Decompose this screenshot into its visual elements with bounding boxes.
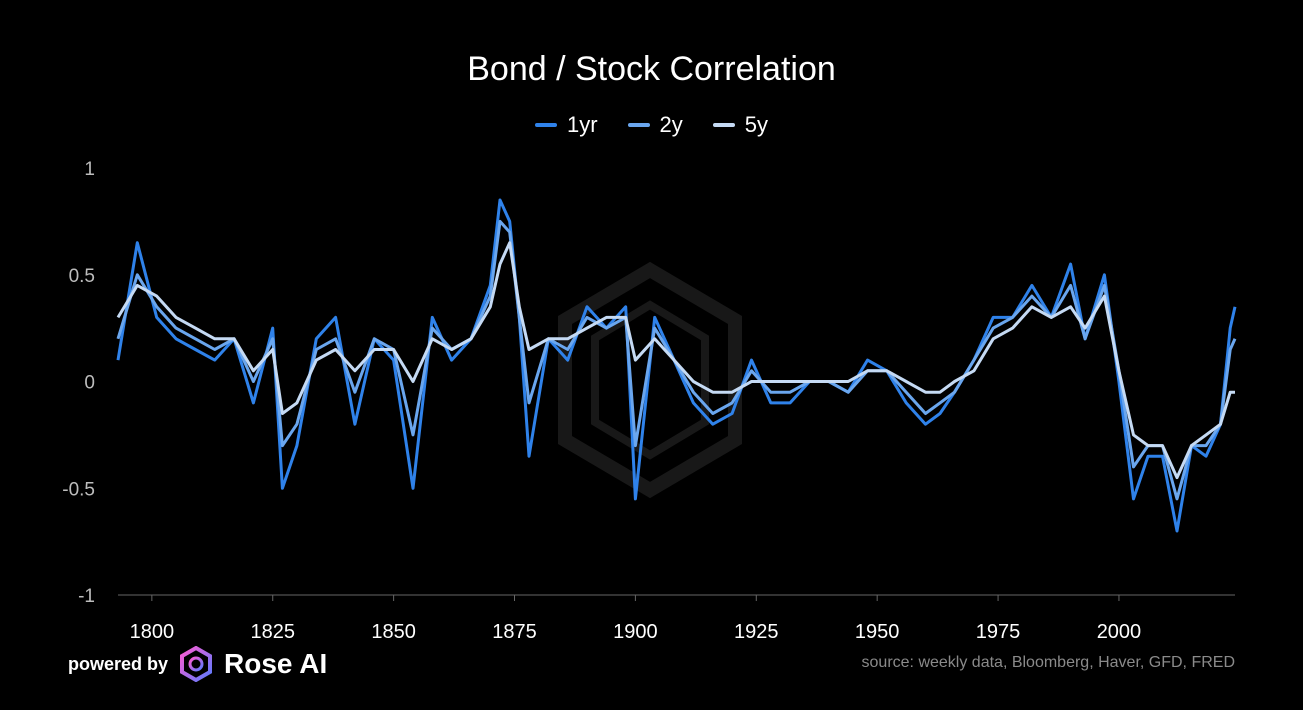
series-lines bbox=[116, 198, 1237, 533]
legend-swatch-5y bbox=[712, 123, 735, 127]
powered-by: powered by Rose AI bbox=[68, 646, 327, 682]
legend-item-2y[interactable]: 2y bbox=[627, 112, 683, 138]
x-tick-label: 1825 bbox=[250, 621, 295, 643]
rose-ai-watermark bbox=[558, 261, 742, 499]
y-tick-label: 1 bbox=[84, 159, 95, 180]
x-tick-label: 1975 bbox=[976, 621, 1021, 643]
x-axis: 1800 1825 1850 1875 1900 1925 1950 1975 2000 bbox=[130, 595, 1142, 643]
legend-label-2y: 2y bbox=[659, 112, 683, 137]
x-tick-label: 1875 bbox=[492, 621, 537, 643]
x-tick-label: 1950 bbox=[855, 621, 900, 643]
brand-name: Rose AI bbox=[224, 648, 328, 679]
legend-label-1yr: 1yr bbox=[566, 112, 598, 137]
legend: 1yr 2y 5y bbox=[0, 112, 1303, 138]
x-tick-label: 1925 bbox=[734, 621, 779, 643]
y-tick-label: -1 bbox=[78, 586, 95, 607]
powered-by-label: powered by bbox=[68, 653, 169, 674]
x-tick-label: 1850 bbox=[371, 621, 416, 643]
y-tick-label: 0 bbox=[84, 373, 95, 394]
legend-item-1yr[interactable]: 1yr bbox=[534, 112, 598, 138]
source-note: source: weekly data, Bloomberg, Haver, G… bbox=[861, 654, 1235, 671]
x-tick-label: 1900 bbox=[613, 621, 658, 643]
legend-label-5y: 5y bbox=[744, 112, 769, 137]
x-tick-label: 2000 bbox=[1097, 621, 1142, 643]
series-line-5y bbox=[116, 241, 1235, 480]
y-tick-label: 0.5 bbox=[69, 266, 95, 287]
chart-title: Bond / Stock Correlation bbox=[467, 50, 836, 88]
y-tick-label: -0.5 bbox=[62, 479, 95, 500]
x-tick-label: 1800 bbox=[130, 621, 175, 643]
legend-swatch-2y bbox=[627, 123, 650, 127]
legend-swatch-1yr bbox=[534, 123, 557, 127]
legend-item-5y[interactable]: 5y bbox=[712, 112, 769, 138]
series-line-2y bbox=[116, 219, 1237, 501]
rose-ai-logo-icon bbox=[180, 646, 213, 682]
y-axis: 1 0.5 0 -0.5 -1 bbox=[62, 159, 95, 607]
